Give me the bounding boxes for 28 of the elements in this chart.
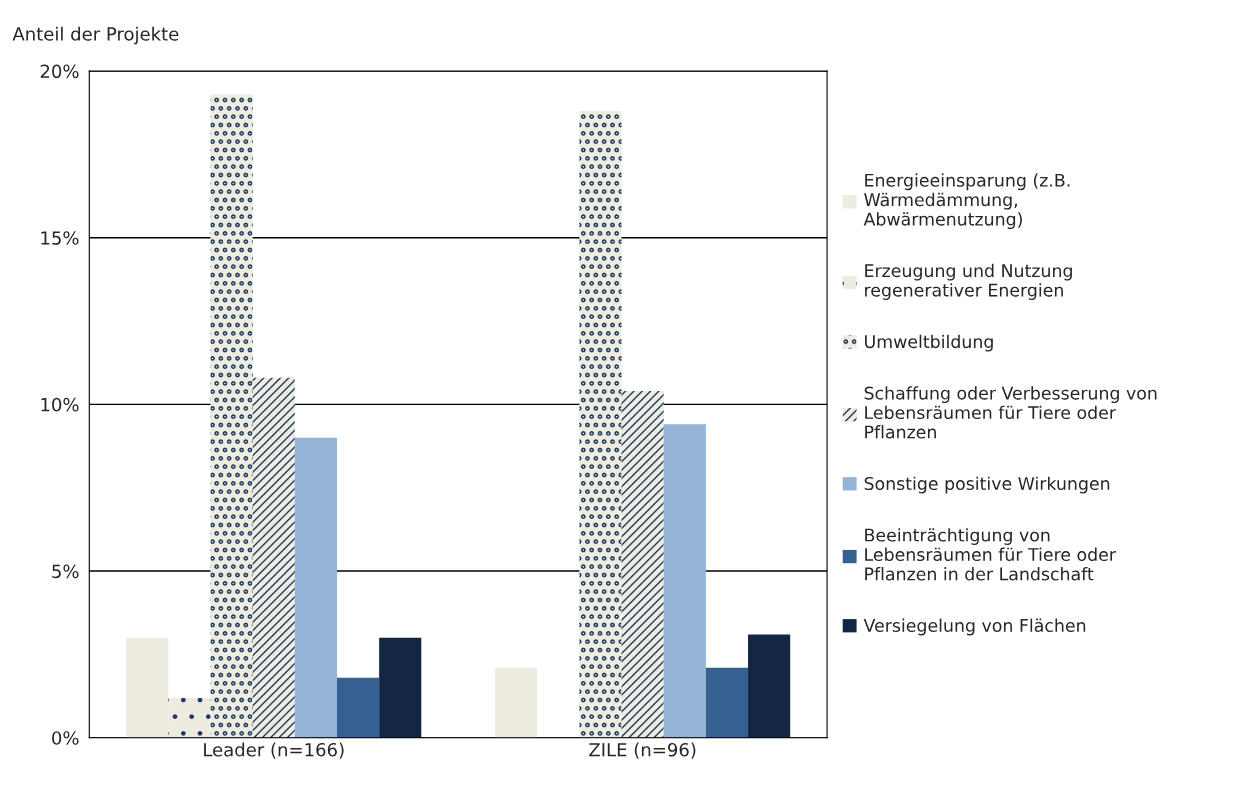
bar [579,111,622,738]
legend-label: Sonstige positive Wirkungen [864,476,1110,494]
bar [705,667,749,738]
bar [379,637,422,738]
y-tick-label: 20% [40,64,79,79]
y-tick-label: 10% [41,397,79,412]
legend-label: Energieeinsparung (z.B. Wärmedämmung, Abwärmenutzung) [863,173,1070,230]
bar [748,634,791,738]
y-tick-label: 15% [41,231,79,245]
y-tick-label: 5% [52,564,79,579]
legend-label: Beeinträchtigung von Lebensräumen für Tiere oder Pflanzen in der Landschaft [865,528,1116,581]
legend-label: Erzeugung und Nutzung regenerativer Energien [865,263,1072,300]
bar [621,391,664,738]
x-tick-label: ZILE (n=96) [589,742,696,759]
y-tick-label: 0% [52,731,79,745]
bar [252,377,295,738]
bar [126,637,169,738]
bar [336,677,380,738]
bar [168,697,211,738]
x-tick-label: Leader (n=166) [204,742,344,759]
bar [663,424,706,738]
legend-label: Versiegelung von Flächen [863,618,1086,636]
legend-label: Schaffung oder Verbesserung von Lebensräumen für Tiere oder Pflanzen [864,386,1157,439]
bar [294,437,337,738]
y-axis-title: Anteil der Projekte [12,26,179,45]
legend-label: Umweltbildung [865,334,993,352]
bar [495,667,538,738]
bar [210,94,253,738]
